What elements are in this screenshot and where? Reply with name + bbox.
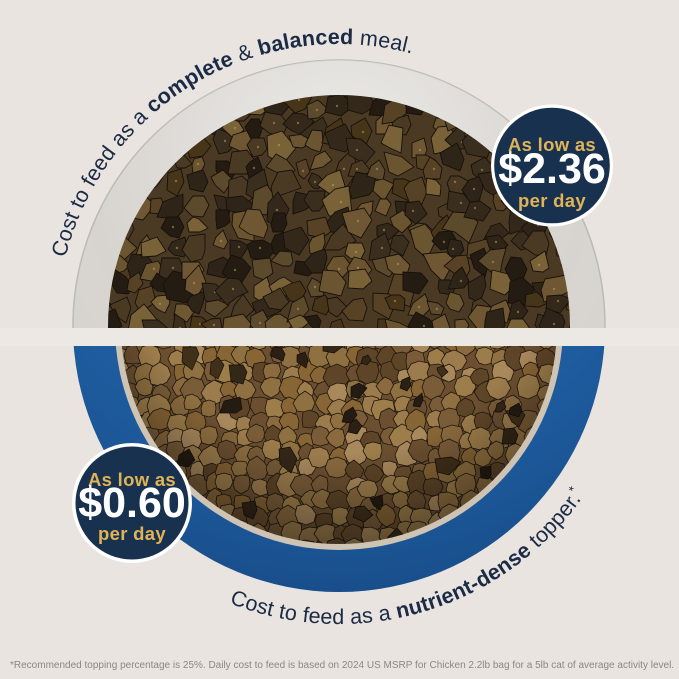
svg-text:*Recommended topping percentag: *Recommended topping percentage is 25%. … bbox=[10, 660, 674, 671]
svg-text:per day: per day bbox=[98, 523, 166, 544]
svg-text:$2.36: $2.36 bbox=[498, 145, 606, 193]
svg-text:$0.60: $0.60 bbox=[78, 479, 186, 527]
svg-text:per day: per day bbox=[518, 190, 586, 211]
